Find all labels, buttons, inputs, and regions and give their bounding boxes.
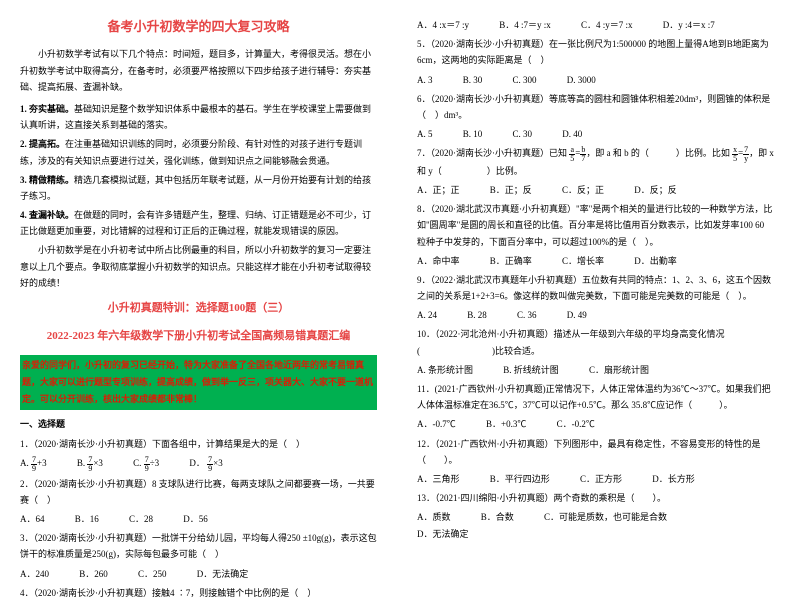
q2-options: A．64 B．16 C．28 D．56: [20, 511, 377, 527]
q6-options: A. 5 B. 10 C. 30 D. 40: [417, 126, 774, 142]
point-2: 2. 提高拓。在注重基础知识训练的同时，必须要分阶段、有针对性的对孩子进行专题训…: [20, 136, 377, 168]
pt1-label: 1. 夯实基础。: [20, 104, 74, 114]
q12-options: A．三角形 B．平行四边形 C．正方形 D．长方形: [417, 471, 774, 487]
highlight-block: 亲爱的同学们，小升初的复习已经开始，特为大家准备了全国各地近两年的常考易错真题，…: [20, 355, 377, 410]
q7: 7．（2020·湖南长沙·小升初真题）已知 a5=b7，即 a 和 b 的（ ）…: [417, 145, 774, 179]
q12: 12．（2021·广西钦州·小升初真题）下列图形中，最具有稳定性，不容易变形的特…: [417, 436, 774, 468]
pt2-label: 2. 提高拓。: [20, 139, 65, 149]
q6: 6．（2020·湖南长沙·小升初真题）等底等高的圆柱和圆锥体积相差20dm³，则…: [417, 91, 774, 123]
q8-options: A．命中率 B．正确率 C．增长率 D．出勤率: [417, 253, 774, 269]
q1: 1．（2020·湖南长沙·小升初真题）下面各组中，计算结果是大的是（ ）: [20, 436, 377, 452]
q11: 11．(2021·广西钦州·小升初真题)正常情况下，人体正常体温约为36℃～37…: [417, 381, 774, 413]
q13-options: A．质数 B．合数 C．可能是质数，也可能是合数 D．无法确定: [417, 509, 774, 541]
point-1: 1. 夯实基础。基础知识是整个数学知识体系中最根本的基石。学生在学校课堂上需要做…: [20, 101, 377, 133]
q7-options: A．正；正 B．正；反 C．反；正 D．反；反: [417, 182, 774, 198]
q10-options: A. 条形统计图 B. 折线统计图 C．扇形统计图: [417, 362, 774, 378]
intro-1: 小升初数学考试有以下几个特点：时间短，题目多，计算量大，考得很灵活。想在小升初数…: [20, 46, 377, 95]
subtitle-2: 2022-2023 年六年级数学下册小升初考试全国高频易错真题汇编: [20, 327, 377, 347]
q5-options: A. 3 B. 30 C. 300 D. 3000: [417, 72, 774, 88]
q9: 9．（2022·湖北武汉市真题年小升初真题）五位数有共同的特点：1、2、3、6，…: [417, 272, 774, 304]
q4-options: A．4 :x＝7 :y B．4 :7＝y :x C．4 :y＝7 :x D．y …: [417, 17, 774, 33]
q3: 3．（2020·湖南长沙·小升初真题）一批饼干分给幼儿园，平均每人得250 ±1…: [20, 530, 377, 562]
section-1-header: 一、选择题: [20, 416, 377, 432]
q9-options: A. 24 B. 28 C. 36 D. 49: [417, 307, 774, 323]
q11-options: A．-0.7℃ B．+0.3℃ C．-0.2℃: [417, 416, 774, 432]
q10: 10．（2022·河北沧州·小升初真题）描述从一年级到六年级的平均身高变化情况(…: [417, 326, 774, 358]
q8: 8．（2020·湖北武汉市真题·小升初真题）"率"是两个相关的量进行比较的一种数…: [417, 201, 774, 250]
pt4-label: 4. 査漏补缺。: [20, 210, 74, 220]
q1-options: A. 79+3 B. 79×3 C. 79÷3 D． 79×3: [20, 455, 377, 472]
q3-options: A．240 B．260 C．250 D．无法确定: [20, 566, 377, 582]
q4: 4．（2020·湖南长沙·小升初真题）接触4 ∶7，则接触错个中比例的是（ ）: [20, 585, 377, 601]
subtitle-1: 小升初真题特训：选择题100题（三）: [20, 299, 377, 319]
right-page: A．4 :x＝7 :y B．4 :7＝y :x C．4 :y＝7 :x D．y …: [397, 0, 794, 562]
q5: 5．（2020·湖南长沙·小升初真题）在一张比例尺为1:500000 的地图上量…: [417, 36, 774, 68]
point-3: 3. 精做精练。精选几套模拟试题，其中包括历年联考试题，从一月份开始要有计划的给…: [20, 172, 377, 204]
pt3-label: 3. 精做精练。: [20, 175, 74, 185]
left-page: 备考小升初数学的四大复习攻略 小升初数学考试有以下几个特点：时间短，题目多，计算…: [0, 0, 397, 562]
intro-2: 小升初数学是在小升初考试中所占比例最重的科目，所以小升初数学的复习一定要注意以上…: [20, 242, 377, 291]
main-title: 备考小升初数学的四大复习攻略: [20, 15, 377, 38]
q13: 13．（2021·四川绵阳·小升初真题）两个奇数的乘积是（ ）。: [417, 490, 774, 506]
pt2-text: 在注重基础知识训练的同时，必须要分阶段、有针对性的对孩子进行专题训练，涉及的有关…: [20, 139, 362, 165]
q2: 2．（2020·湖南长沙·小升初真题）8 支球队进行比赛，每两支球队之间都要赛一…: [20, 476, 377, 508]
point-4: 4. 査漏补缺。在做题的同时，会有许多错题产生，整理、归纳、订正错题是必不可少，…: [20, 207, 377, 239]
